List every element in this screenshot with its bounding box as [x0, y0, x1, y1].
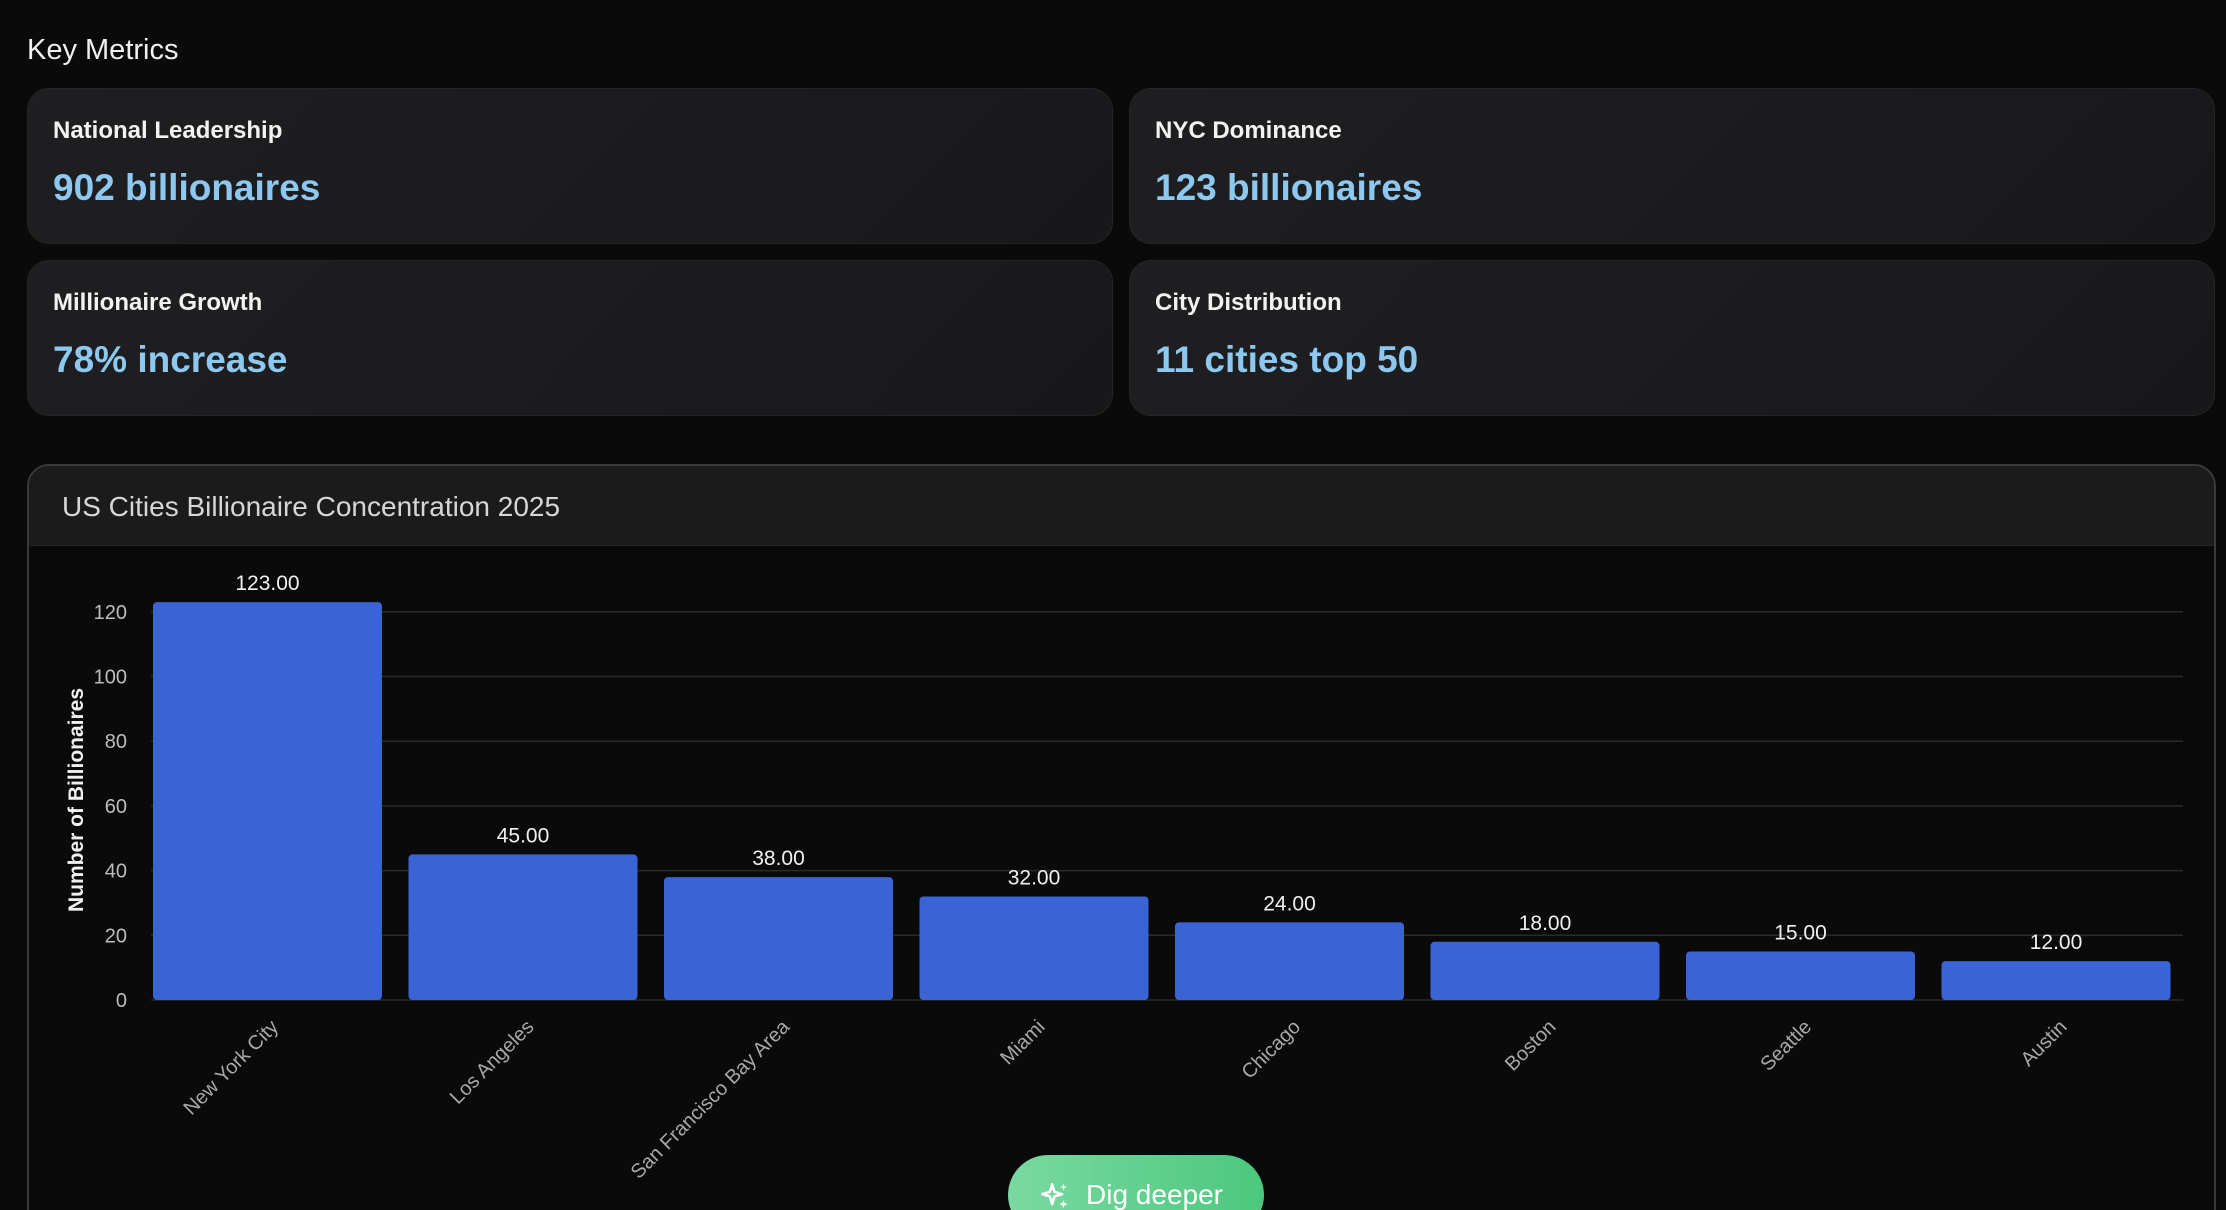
bar	[1941, 961, 2171, 1000]
data-label: 24.00	[1263, 892, 1316, 915]
x-tick-label: Seattle	[1756, 1016, 1816, 1076]
bar	[919, 896, 1149, 1000]
data-label: 45.00	[497, 824, 550, 847]
metric-card-nyc-dominance: NYC Dominance 123 billionaires	[1129, 88, 2215, 244]
chart-title: US Cities Billionaire Concentration 2025	[62, 491, 561, 522]
bar	[408, 854, 638, 1000]
chart-header: US Cities Billionaire Concentration 2025	[29, 466, 2214, 546]
bar	[153, 602, 382, 1000]
metric-label: NYC Dominance	[1155, 117, 1342, 144]
data-label: 32.00	[1008, 866, 1061, 889]
y-tick-label: 120	[94, 602, 127, 624]
section-title: Key Metrics	[27, 34, 179, 66]
metric-value: 902 billionaires	[53, 167, 321, 208]
bar	[1430, 941, 1660, 1000]
data-label: 12.00	[2030, 931, 2083, 954]
y-axis-label: Number of Billionaires	[65, 688, 88, 912]
metric-label: Millionaire Growth	[53, 289, 263, 316]
bar-chart: 0 20 40 60 80 100 120 Number of Billionaires 123…	[65, 572, 2183, 1183]
x-tick-label: Austin	[2017, 1016, 2072, 1071]
x-tick-label: Los Angeles	[446, 1016, 539, 1109]
bar	[1686, 951, 1915, 1000]
metric-card-millionaire-growth: Millionaire Growth 78% increase	[27, 260, 1113, 416]
dig-deeper-label: Dig deeper	[1086, 1179, 1223, 1210]
x-tick-label: Chicago	[1238, 1016, 1305, 1083]
data-label: 18.00	[1519, 912, 1572, 935]
metric-value: 123 billionaires	[1155, 167, 1423, 208]
y-tick-label: 80	[105, 731, 127, 753]
y-tick-label: 40	[105, 861, 127, 883]
data-label: 15.00	[1774, 921, 1827, 944]
metric-card-national-leadership: National Leadership 902 billionaires	[27, 88, 1113, 244]
sparkle-icon	[1040, 1182, 1068, 1209]
y-tick-label: 20	[105, 925, 127, 947]
metric-value: 11 cities top 50	[1155, 339, 1419, 380]
metric-label: National Leadership	[53, 117, 283, 144]
bar	[1175, 922, 1404, 1000]
data-label: 123.00	[235, 572, 299, 595]
x-tick-label: New York City	[179, 1016, 283, 1120]
metric-label: City Distribution	[1155, 289, 1342, 316]
x-tick-label: Boston	[1501, 1016, 1561, 1076]
y-tick-label: 0	[116, 990, 127, 1012]
x-tick-label: Miami	[996, 1016, 1049, 1069]
data-label: 38.00	[752, 847, 805, 870]
y-tick-label: 60	[105, 796, 127, 818]
dig-deeper-button[interactable]: Dig deeper	[1008, 1155, 1264, 1210]
metric-value: 78% increase	[53, 339, 288, 380]
bar	[664, 877, 893, 1000]
metric-card-city-distribution: City Distribution 11 cities top 50	[1129, 260, 2215, 416]
chart-panel: US Cities Billionaire Concentration 2025…	[27, 464, 2216, 1210]
y-tick-label: 100	[94, 667, 127, 689]
x-tick-label: San Francisco Bay Area	[627, 1015, 795, 1183]
